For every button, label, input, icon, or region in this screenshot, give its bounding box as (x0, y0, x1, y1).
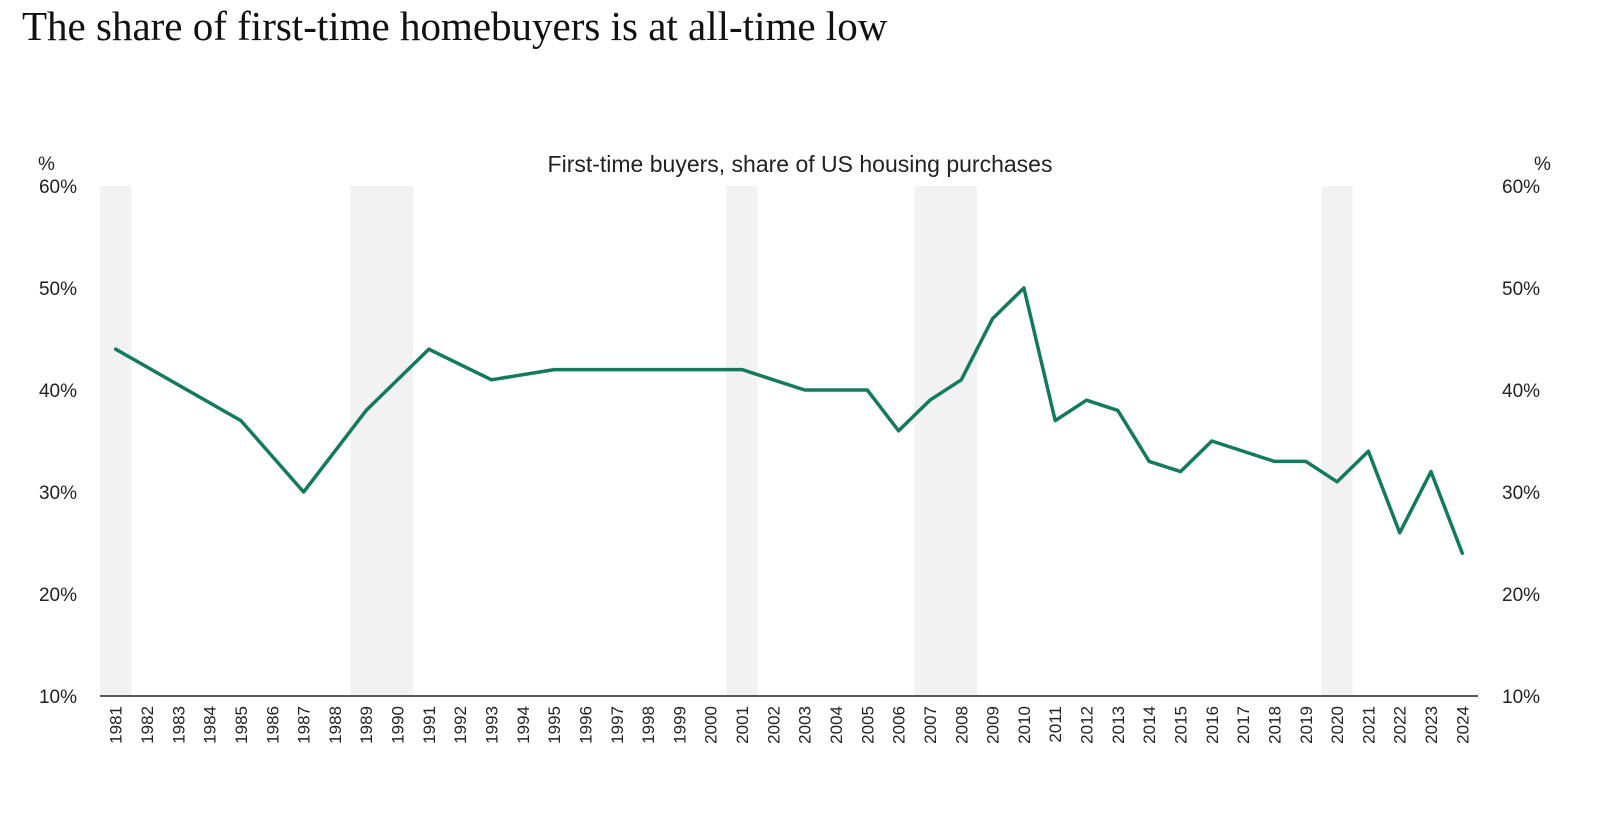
x-tick-label: 2015 (1171, 706, 1190, 744)
shaded-band-1989-1990 (350, 186, 414, 696)
right-y-tick-label: 30% (1502, 483, 1540, 504)
x-tick-label: 1988 (326, 706, 345, 744)
x-tick-label: 2007 (921, 706, 940, 744)
x-tick-label: 2008 (952, 706, 971, 744)
x-axis: 1981 1982 1983 1984 1985 1986 1987 1988 1989 1990… (107, 706, 1473, 744)
x-tick-label: 1994 (514, 706, 533, 744)
right-y-tick-label: 10% (1502, 687, 1540, 708)
x-tick-label: 1981 (107, 706, 126, 744)
shaded-band-2001-2001 (726, 186, 758, 696)
x-tick-label: 2002 (764, 706, 783, 744)
x-tick-label: 1991 (420, 706, 439, 744)
x-tick-label: 2013 (1109, 706, 1128, 744)
x-tick-label: 1992 (451, 706, 470, 744)
series-points (114, 286, 1465, 555)
chart-title: First-time buyers, share of US housing p… (548, 151, 1053, 177)
x-tick-label: 1982 (138, 706, 157, 744)
right-y-tick-label: 60% (1502, 177, 1540, 198)
x-tick-label: 2020 (1328, 706, 1347, 744)
headline: The share of first-time homebuyers is at… (22, 3, 888, 49)
x-tick-label: 2024 (1453, 706, 1472, 744)
right-y-axis: 10% 20% 30% 40% 50% 60% (1502, 177, 1540, 708)
x-tick-label: 2009 (984, 706, 1003, 744)
x-tick-label: 2012 (1078, 706, 1097, 744)
x-tick-label: 1998 (639, 706, 658, 744)
x-tick-label: 1997 (608, 706, 627, 744)
x-tick-label: 1989 (357, 706, 376, 744)
left-y-tick-label: 10% (39, 687, 77, 708)
x-tick-label: 1986 (263, 706, 282, 744)
x-tick-label: 2011 (1046, 706, 1065, 743)
x-tick-label: 2023 (1422, 706, 1441, 744)
x-tick-label: 2004 (827, 706, 846, 744)
left-y-tick-label: 40% (39, 381, 77, 402)
x-tick-label: 2016 (1203, 706, 1222, 744)
right-y-tick-label: 40% (1502, 381, 1540, 402)
x-tick-label: 1999 (670, 706, 689, 744)
x-tick-label: 1983 (169, 706, 188, 744)
shaded-band-2020-2020 (1321, 186, 1353, 696)
right-y-tick-label: 20% (1502, 585, 1540, 606)
series-line-first-time-buyers (113, 286, 1465, 555)
x-tick-label: 1990 (389, 706, 408, 744)
right-y-tick-label: 50% (1502, 279, 1540, 300)
x-tick-label: 2022 (1391, 706, 1410, 744)
x-tick-label: 2003 (796, 706, 815, 744)
x-tick-label: 2014 (1140, 706, 1159, 744)
left-y-tick-label: 20% (39, 585, 77, 606)
x-tick-label: 1987 (295, 706, 314, 744)
x-tick-label: 1996 (576, 706, 595, 744)
left-y-tick-label: 60% (39, 177, 77, 198)
x-tick-label: 2018 (1265, 706, 1284, 744)
x-tick-label: 1984 (201, 706, 220, 744)
left-y-tick-label: 30% (39, 483, 77, 504)
right-axis-unit: % (1534, 154, 1551, 175)
x-tick-label: 2000 (702, 706, 721, 744)
x-tick-label: 2006 (890, 706, 909, 744)
shaded-band-2007-2008 (914, 186, 977, 696)
left-y-axis: 10% 20% 30% 40% 50% 60% (39, 177, 77, 708)
x-tick-label: 2005 (858, 706, 877, 744)
x-tick-label: 2001 (733, 706, 752, 744)
x-tick-label: 2010 (1015, 706, 1034, 744)
x-tick-label: 1993 (482, 706, 501, 744)
left-axis-unit: % (38, 154, 55, 175)
shaded-band-1981-1981 (100, 186, 132, 696)
x-tick-label: 1995 (545, 706, 564, 744)
recession-bands (100, 186, 1353, 696)
x-tick-label: 2021 (1359, 706, 1378, 744)
x-tick-label: 2019 (1297, 706, 1316, 744)
x-tick-label: 1985 (232, 706, 251, 744)
left-y-tick-label: 50% (39, 279, 77, 300)
x-tick-label: 2017 (1234, 706, 1253, 744)
